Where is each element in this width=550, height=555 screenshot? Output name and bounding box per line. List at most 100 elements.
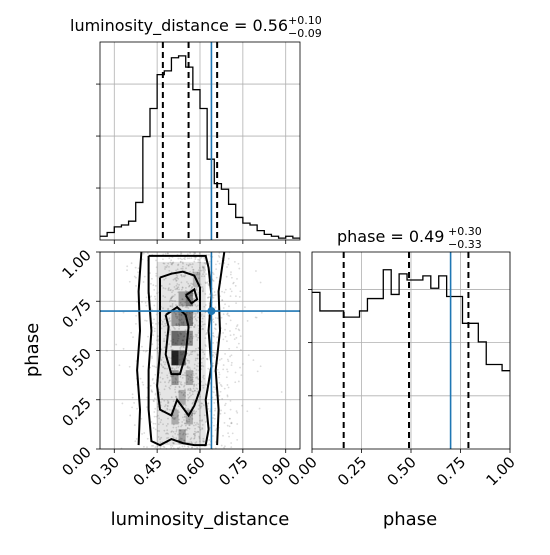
joint-scatter-point [216,260,219,263]
joint-scatter-point [181,275,183,278]
joint-scatter-point [196,336,199,339]
joint-scatter-point [214,429,217,432]
joint-scatter-point [260,311,263,314]
joint-scatter-point [162,366,165,368]
joint-scatter-point [161,397,164,400]
joint-scatter-point [214,386,217,389]
joint-scatter-point [233,338,236,341]
joint-scatter-point [170,375,173,378]
joint-scatter-point [184,395,186,397]
joint-density-cell [185,409,193,425]
joint-scatter-point [180,267,183,270]
joint-scatter-point [149,384,152,387]
joint-scatter-point [167,381,170,384]
joint-scatter-point [184,301,187,304]
joint-scatter-point [223,291,226,294]
joint-scatter-point [179,347,182,349]
joint-scatter-point [188,375,191,378]
joint-scatter-point [159,393,162,396]
joint-scatter-point [181,376,184,379]
joint-scatter-point [197,362,200,365]
joint-scatter-point [177,277,180,280]
joint-scatter-point [182,323,185,326]
joint-scatter-point [183,382,186,384]
joint-scatter-point [146,446,148,449]
joint-scatter-point [167,252,169,255]
joint-scatter-point [174,380,177,383]
joint-scatter-point [221,290,223,293]
joint-scatter-point [171,262,173,265]
joint-scatter-point [164,381,166,384]
joint-scatter-point [180,313,183,316]
joint-scatter-point [194,252,196,255]
joint-scatter-point [134,440,137,443]
joint-scatter-point [177,286,180,289]
joint-scatter-point [222,434,224,437]
joint-scatter-point [165,432,167,435]
joint-scatter-point [169,320,172,322]
joint-scatter-point [195,289,198,292]
joint-scatter-point [192,292,195,295]
joint-scatter-point [145,320,148,322]
joint-scatter-point [180,274,183,277]
joint-contour-line [214,251,226,446]
joint-scatter-point [255,316,258,319]
joint-frame [99,251,301,450]
joint-scatter-point [166,399,169,402]
joint-scatter-point [153,415,156,418]
joint-scatter-point [166,252,169,255]
joint-scatter-point [234,295,237,298]
joint-scatter-point [133,402,135,404]
joint-scatter-point [199,440,201,443]
joint-scatter-point [164,404,167,406]
joint-scatter-point [159,376,162,379]
joint-scatter-point [168,269,171,272]
joint-scatter-point [174,293,176,296]
joint-scatter-point [184,388,186,391]
joint-scatter-point [198,414,201,417]
joint-scatter-point [194,412,197,414]
joint-scatter-point [185,433,187,436]
joint-scatter-point [196,304,199,307]
joint-scatter-point [190,344,193,346]
joint-scatter-point [196,285,199,288]
joint-density-cell [171,330,179,346]
joint-scatter-point [150,389,153,392]
joint-scatter-point [186,359,189,362]
joint-scatter-point [146,406,148,409]
joint-scatter-point [216,341,218,344]
joint-scatter-point [186,374,188,377]
joint-scatter-point [175,322,178,325]
joint-scatter-point [244,306,246,309]
joint-scatter-point [206,358,209,361]
joint-scatter-point [241,404,243,407]
joint-scatter-point [168,257,171,260]
joint-scatter-point [178,446,181,449]
joint-scatter-point [182,393,185,396]
joint-scatter-point [168,372,171,374]
joint-scatter-point [142,365,145,368]
joint-scatter-point [183,419,185,421]
joint-scatter-point [162,366,164,369]
joint-scatter-point [239,290,242,293]
joint-scatter-point [222,368,225,371]
joint-scatter-point [122,347,125,350]
joint-scatter-point [170,289,172,291]
joint-scatter-point [227,257,230,260]
joint-scatter-point [176,283,179,285]
joint-scatter-point [226,358,229,361]
joint-scatter-point [236,423,239,425]
joint-scatter-point [259,365,262,368]
joint-scatter-point [173,418,176,421]
joint-scatter-point [201,348,203,351]
joint-scatter-point [189,284,191,287]
joint-scatter-point [160,364,163,367]
joint-scatter-point [162,287,165,289]
joint-scatter-point [220,385,223,388]
joint-scatter-point [226,384,229,386]
joint-scatter-point [218,394,221,397]
joint-scatter-point [204,263,207,265]
joint-scatter-point [164,296,166,299]
joint-scatter-point [176,415,179,418]
joint-scatter-point [202,384,205,387]
